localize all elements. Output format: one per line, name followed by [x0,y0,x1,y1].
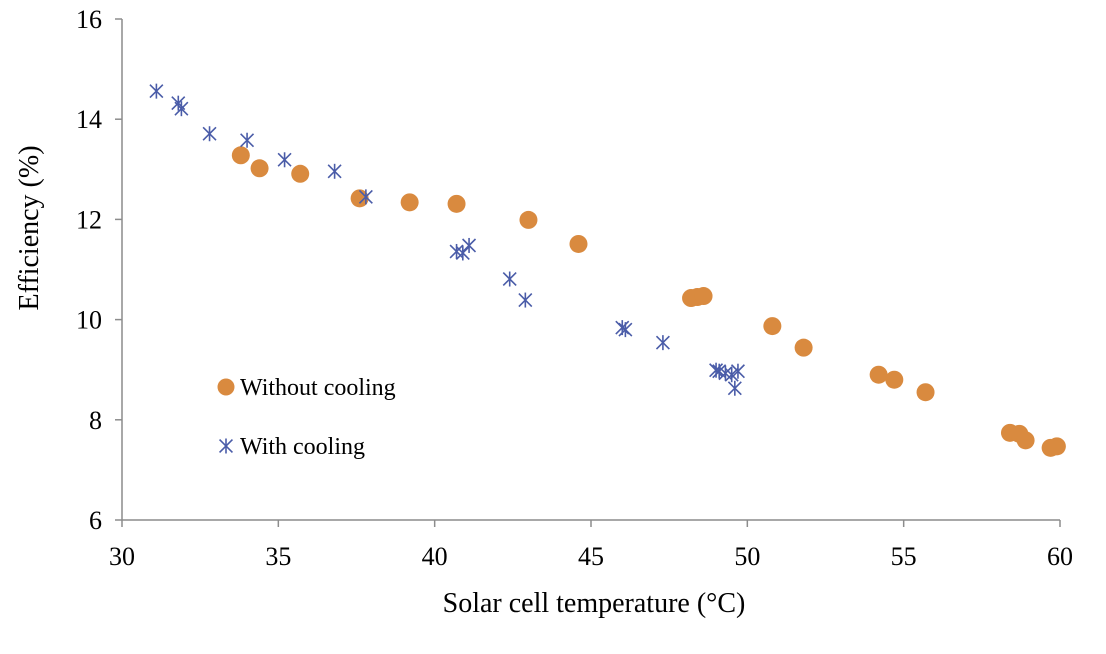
series-without-cooling [231,146,1066,457]
y-tick-label: 8 [89,406,102,435]
data-point-asterisk-stroke [727,381,742,396]
data-point-asterisk-stroke [149,84,164,99]
y-tick-label: 16 [76,5,102,34]
data-point-asterisk-stroke [712,364,727,379]
data-point-circle [291,164,310,183]
data-point-asterisk-stroke [618,322,633,337]
legend-asterisk [218,438,234,454]
legend-label-without-cooling: Without cooling [240,375,396,401]
data-point-asterisk-stroke [174,101,189,116]
data-point-asterisk [724,367,739,383]
data-point-asterisk-stroke [655,335,670,350]
data-point-asterisk [730,363,745,379]
data-point-asterisk [502,271,517,287]
y-tick-label: 14 [76,105,102,134]
data-point-asterisk-stroke [327,164,342,179]
data-point-asterisk [358,189,373,205]
data-point-circle [885,370,904,389]
data-point-circle [400,193,419,212]
data-point-asterisk-stroke [518,293,533,308]
data-point-circle [519,210,538,229]
data-point-circle [916,383,935,402]
data-point-asterisk-stroke [171,96,186,111]
x-tick-label: 60 [1047,542,1073,571]
data-point-asterisk [240,132,255,148]
data-point-asterisk [174,101,189,117]
data-point-circle [250,159,269,178]
data-point-asterisk [202,126,217,142]
x-tick-label: 30 [109,542,135,571]
x-tick-label: 35 [265,542,291,571]
y-tick-label: 12 [76,205,102,234]
data-point-circle [231,146,250,165]
data-point-asterisk-stroke [724,367,739,382]
data-point-asterisk [149,83,164,99]
x-axis-title: Solar cell temperature (°C) [443,588,746,619]
y-tick-label: 6 [89,506,102,535]
ticks [115,18,1061,527]
data-point-asterisk-stroke [358,189,373,204]
x-tick-label: 45 [578,542,604,571]
data-point-circle [694,287,713,306]
data-point-asterisk-stroke [449,244,464,259]
data-point-asterisk [727,380,742,396]
data-point-asterisk-stroke [502,272,517,287]
data-marks [149,83,1066,457]
legend-marker-circle [217,378,235,396]
data-point-asterisk [462,237,477,253]
y-tick-label: 10 [76,306,102,335]
data-point-asterisk-stroke [202,126,217,141]
data-point-asterisk-stroke [277,152,292,167]
data-point-circle [1047,437,1066,456]
x-tick-label: 40 [422,542,448,571]
legend-item-without-cooling: Without cooling [217,375,396,401]
legend: Without cooling With cooling [217,375,396,460]
data-point-circle [869,365,888,384]
legend-label-with-cooling: With cooling [240,434,365,460]
data-point-asterisk [618,322,633,338]
data-point-asterisk-stroke [709,363,724,378]
data-point-asterisk [518,292,533,308]
data-point-asterisk [455,245,470,261]
data-point-asterisk [327,163,342,179]
legend-asterisk-stroke [218,438,234,454]
legend-item-with-cooling: With cooling [218,434,365,460]
data-point-asterisk-stroke [730,364,745,379]
y-axis-title: Efficiency (%) [14,145,45,310]
legend-marker-asterisk [218,438,234,454]
data-point-circle [1016,431,1035,450]
data-point-asterisk [655,335,670,351]
data-point-asterisk-stroke [462,238,477,253]
data-point-circle [447,194,466,213]
series-with-cooling [149,83,745,396]
data-point-asterisk-stroke [240,133,255,148]
tick-labels: 30 35 40 45 50 55 60 6 8 10 12 14 16 [76,5,1073,571]
x-tick-label: 55 [891,542,917,571]
data-point-asterisk [277,152,292,168]
data-point-circle [350,189,369,208]
data-point-circle [763,317,782,336]
data-point-asterisk-stroke [455,245,470,260]
data-point-asterisk-stroke [718,366,733,381]
data-point-circle [569,234,588,253]
x-tick-label: 50 [734,542,760,571]
data-point-circle [794,338,813,357]
